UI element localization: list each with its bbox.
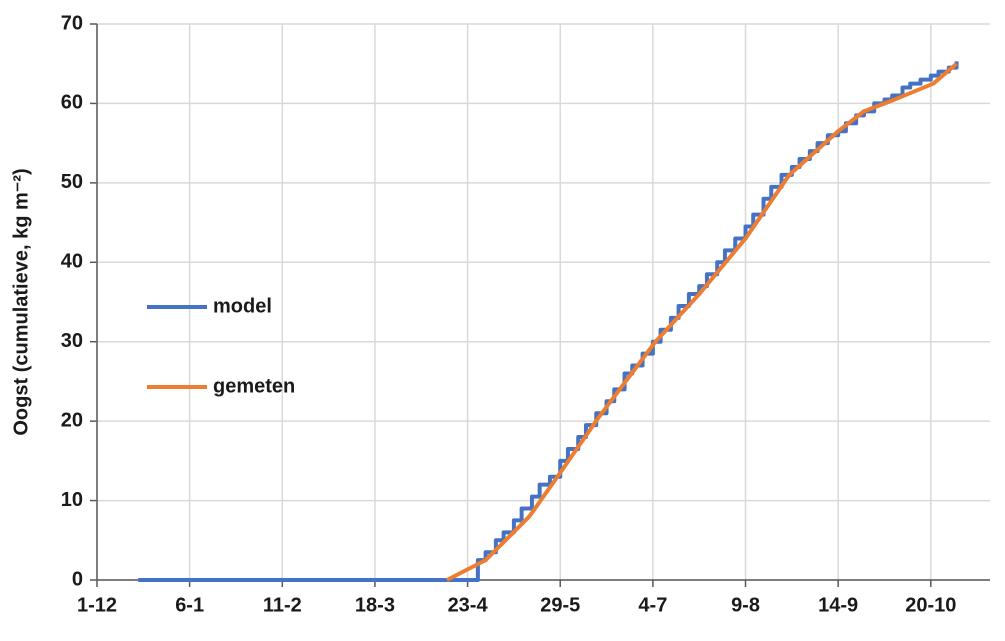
x-tick-label: 14-9: [818, 594, 858, 616]
legend-label: gemeten: [213, 375, 295, 397]
x-tick-label: 11-2: [263, 594, 302, 616]
y-tick-label: 20: [61, 409, 83, 431]
x-tick-label: 23-4: [448, 594, 489, 616]
y-tick-label: 70: [61, 12, 83, 34]
x-tick-label: 20-10: [905, 594, 956, 616]
y-tick-label: 40: [61, 251, 83, 273]
y-tick-label: 50: [61, 171, 83, 193]
x-tick-label: 29-5: [540, 594, 580, 616]
x-tick-label: 1-12: [77, 594, 117, 616]
line-series: [138, 61, 959, 582]
x-tick-label: 9-8: [731, 594, 760, 616]
x-tick-label: 6-1: [175, 594, 204, 616]
legend-label: model: [213, 295, 272, 317]
x-tick-label: 18-3: [355, 594, 395, 616]
y-axis-label: Oogst (cumulatieve, kg m⁻²): [10, 168, 32, 435]
y-tick-label: 60: [61, 92, 83, 114]
y-tick-label: 30: [61, 330, 83, 352]
x-tick-label: 4-7: [638, 594, 667, 616]
y-tick-label: 0: [72, 568, 83, 590]
y-tick-label: 10: [61, 489, 83, 511]
line-series: [446, 62, 958, 582]
